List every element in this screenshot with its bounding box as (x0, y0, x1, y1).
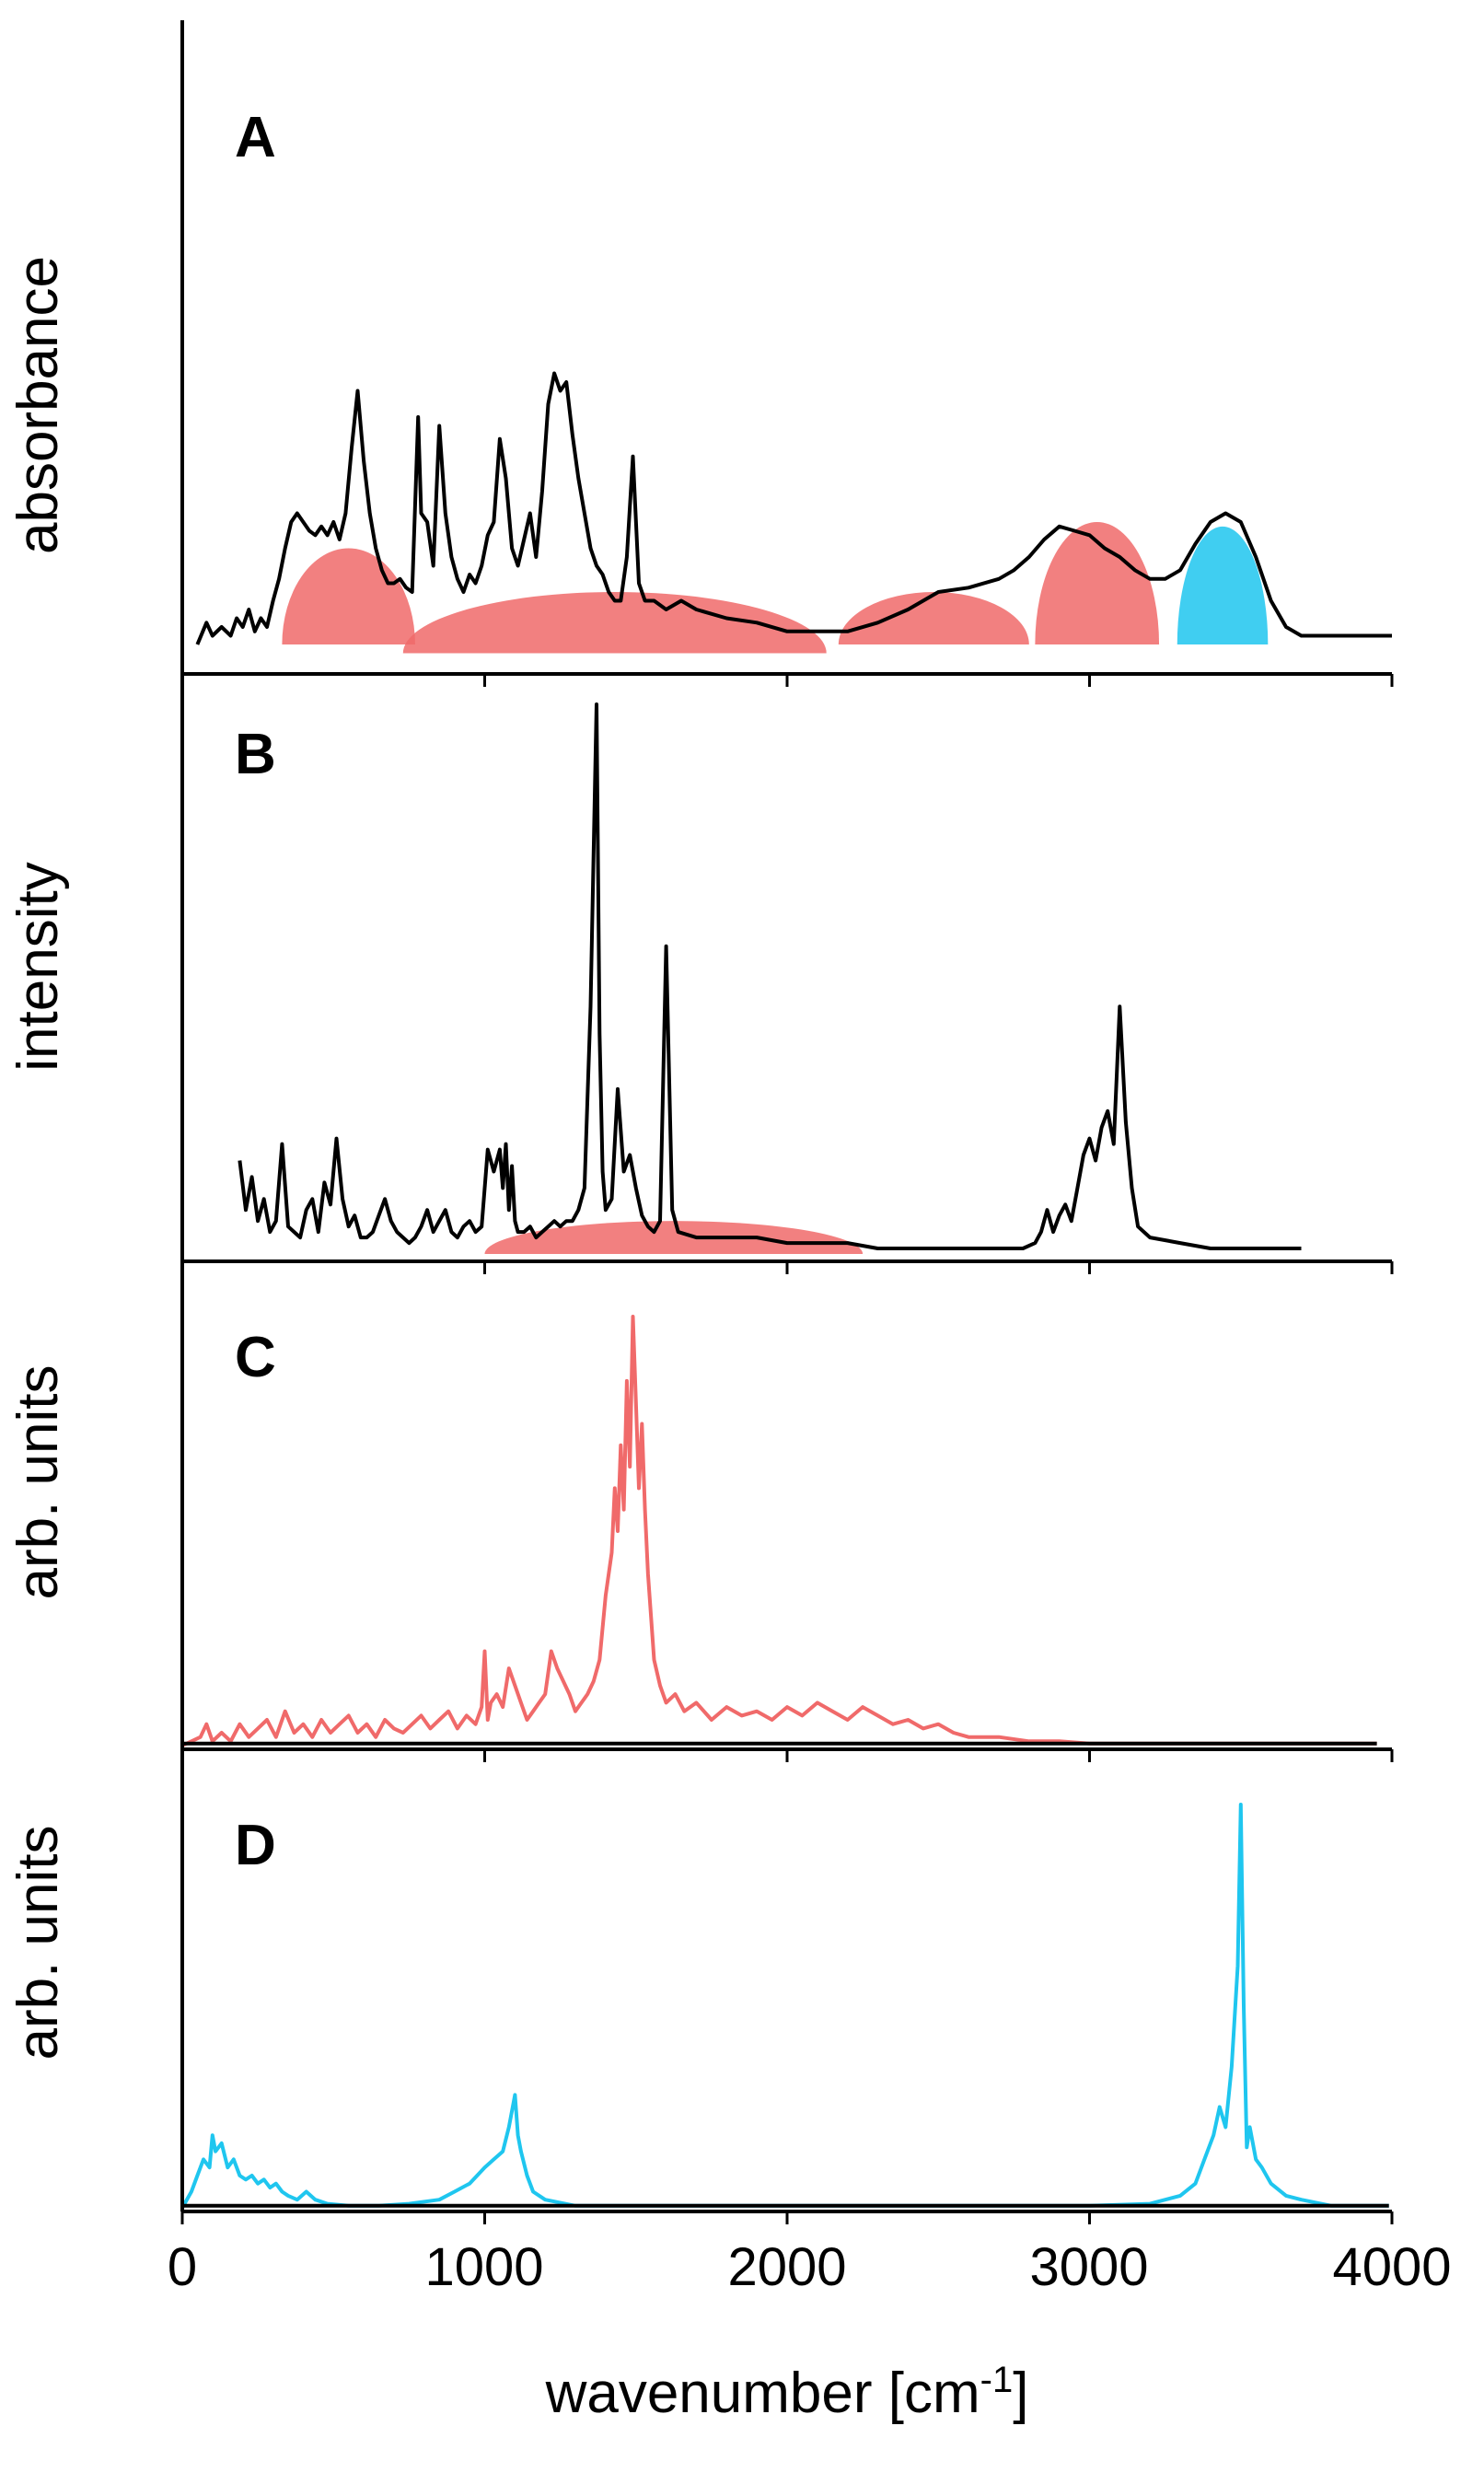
panel-d-ylabel: arb. units (6, 1825, 70, 2060)
panel-a-bands (282, 521, 1269, 654)
panel-b-lines (238, 702, 1302, 1250)
panel-d-series-1 (180, 1803, 1389, 2209)
panel-c-label: C (235, 1326, 276, 1389)
x-tick-labels: 0 1000 2000 3000 4000 (168, 2237, 1452, 2297)
panel-c: C arb. units (6, 1315, 1377, 1747)
panel-c-ylabel: arb. units (6, 1364, 70, 1599)
panel-c-series-1 (181, 1315, 1377, 1747)
x-axis-title-end: ] (1013, 2362, 1028, 2425)
panel-b-band-1 (484, 1221, 864, 1254)
x-axis-title-superscript: -1 (980, 2360, 1014, 2400)
x-ticks (180, 674, 1394, 2224)
x-tick-label-2000: 2000 (727, 2237, 846, 2297)
panel-a-band-3 (838, 592, 1029, 644)
panel-a-ylabel: absorbance (6, 256, 70, 554)
panel-b-series-1 (238, 702, 1302, 1250)
panel-a-band-2 (402, 592, 827, 654)
x-tick-label-4000: 4000 (1332, 2237, 1451, 2297)
x-axis-title: wavenumber [cm-1] (545, 2360, 1029, 2425)
x-tick-label-0: 0 (168, 2237, 197, 2297)
x-axis-title-main: wavenumber [cm (545, 2362, 980, 2425)
panel-b-bands (484, 1221, 864, 1254)
panel-c-lines (181, 1315, 1377, 1747)
panel-d-label: D (235, 1814, 276, 1877)
panel-d-lines (180, 1803, 1389, 2209)
panel-a-band-5 (1177, 526, 1269, 644)
panel-a: A absorbance (6, 106, 1392, 654)
panel-b-label: B (235, 723, 276, 786)
panel-b: B intensity (6, 702, 1302, 1254)
panel-b-ylabel: intensity (6, 862, 70, 1071)
panel-a-series-1 (195, 371, 1392, 645)
panel-a-label: A (235, 106, 276, 169)
panel-a-band-4 (1035, 521, 1160, 644)
panel-a-band-1 (282, 548, 415, 644)
x-tick-label-3000: 3000 (1029, 2237, 1148, 2297)
x-tick-label-1000: 1000 (424, 2237, 543, 2297)
panel-a-lines (195, 371, 1392, 645)
panel-d: D arb. units (6, 1803, 1389, 2209)
